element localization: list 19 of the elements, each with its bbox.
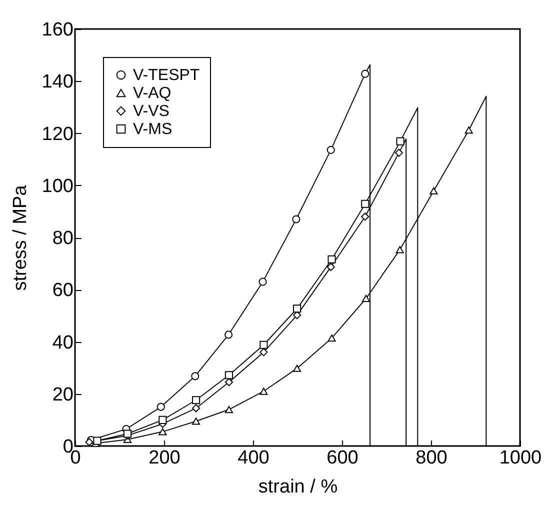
y-axis-title: stress / MPa bbox=[10, 184, 31, 291]
y-tick-label: 40 bbox=[52, 332, 74, 354]
y-tick-label: 120 bbox=[42, 124, 74, 145]
legend-label: V-MS bbox=[133, 121, 172, 138]
legend-label: V-VS bbox=[133, 103, 170, 120]
x-tick-label: 400 bbox=[238, 448, 270, 468]
x-tick-label: 1000 bbox=[499, 448, 542, 468]
legend-label: V-AQ bbox=[133, 85, 172, 102]
y-tick-label: 160 bbox=[42, 20, 74, 40]
legend-label: V-TESPT bbox=[133, 67, 200, 84]
y-tick-label: 80 bbox=[52, 228, 74, 249]
y-tick-label: 100 bbox=[42, 176, 74, 197]
x-tick-label: 600 bbox=[326, 448, 358, 468]
y-tick-label: 60 bbox=[52, 280, 74, 302]
x-tick-label: 200 bbox=[148, 448, 180, 468]
x-tick-label: 800 bbox=[416, 448, 448, 468]
x-axis-title: strain / % bbox=[258, 476, 338, 498]
y-tick-label: 20 bbox=[52, 384, 74, 406]
y-tick-label: 140 bbox=[42, 72, 74, 93]
